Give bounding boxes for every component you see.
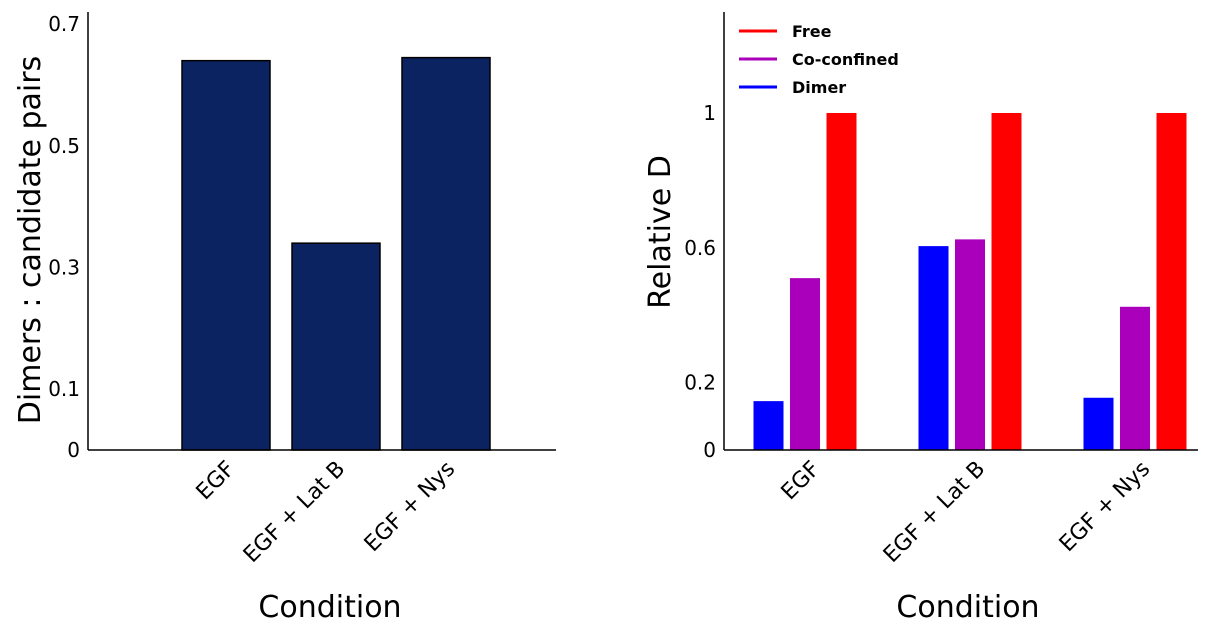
y-tick-label: 0.2 xyxy=(684,371,716,395)
y-tick-label: 0 xyxy=(703,438,716,462)
y-tick-label: 0.7 xyxy=(48,12,80,36)
bar-free-egf-lat-b xyxy=(991,113,1022,450)
bar-co-confined-egf-nys xyxy=(1120,306,1150,450)
x-tick-label: EGF xyxy=(777,457,826,506)
x-tick-label: EGF + Lat B xyxy=(879,457,990,568)
y-tick-labels: 0 0.2 0.6 1 xyxy=(684,101,716,462)
y-tick-label: 0.1 xyxy=(48,377,80,401)
y-tick-label: 0.3 xyxy=(48,256,80,280)
y-tick-label: 1 xyxy=(703,101,716,125)
bar-egf xyxy=(181,59,271,451)
bar-co-confined-egf xyxy=(790,278,820,450)
x-axis-title: Condition xyxy=(896,590,1039,622)
x-tick-label: EGF + Nys xyxy=(360,457,460,557)
bar-dimer-egf xyxy=(753,401,784,450)
bar-free-egf-nys xyxy=(1156,113,1187,450)
bar-free-egf xyxy=(826,113,857,450)
relative-d-bars xyxy=(753,113,1187,450)
x-tick-label: EGF + Lat B xyxy=(239,457,350,568)
bar-dimer-egf-lat-b xyxy=(918,246,949,450)
legend-label-dimer: Dimer xyxy=(792,78,846,97)
y-axis-title: Dimers : candidate pairs xyxy=(13,56,48,424)
x-tick-label: EGF xyxy=(192,457,241,506)
bar-egf-lat-b xyxy=(291,242,381,451)
x-tick-labels: EGF EGF + Lat B EGF + Nys xyxy=(777,457,1156,568)
bar-egf-nys xyxy=(401,56,491,451)
y-tick-label: 0 xyxy=(67,438,80,462)
bar-co-confined-egf-lat-b xyxy=(955,239,985,450)
y-tick-label: 0.5 xyxy=(48,134,80,158)
bar-dimer-egf-nys xyxy=(1083,397,1114,450)
y-tick-label: 0.6 xyxy=(684,236,716,260)
x-tick-label: EGF + Nys xyxy=(1055,457,1155,557)
y-axis-title: Relative D xyxy=(643,155,678,309)
dimer-ratio-bars xyxy=(181,56,491,451)
y-tick-labels: 0 0.1 0.3 0.5 0.7 xyxy=(48,12,80,462)
x-axis-title: Condition xyxy=(258,590,401,622)
legend: Free Co-confined Dimer xyxy=(739,22,899,97)
legend-label-free: Free xyxy=(792,22,832,41)
relative-d-chart: 0 0.2 0.6 1 EGF EGF + Lat B EGF + Nys Free Co-… xyxy=(643,12,1198,622)
legend-label-co-confined: Co-confined xyxy=(792,50,899,69)
